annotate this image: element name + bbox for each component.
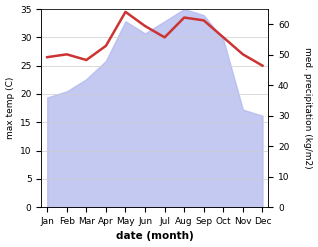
X-axis label: date (month): date (month) <box>116 231 194 242</box>
Y-axis label: max temp (C): max temp (C) <box>5 77 15 139</box>
Y-axis label: med. precipitation (kg/m2): med. precipitation (kg/m2) <box>303 47 313 169</box>
